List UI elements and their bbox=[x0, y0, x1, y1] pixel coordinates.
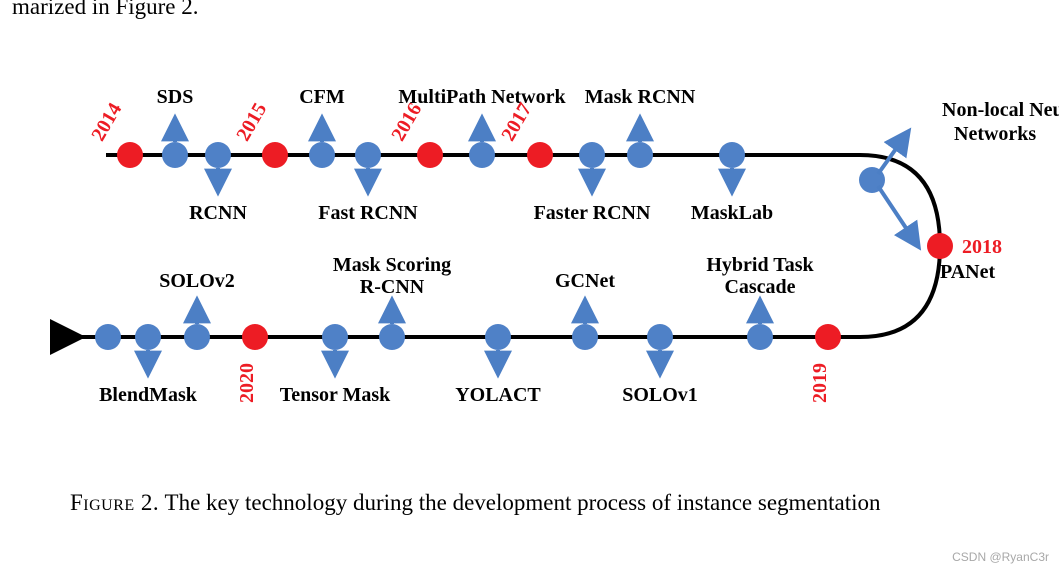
svg-text:CFM: CFM bbox=[299, 86, 345, 108]
caption-prefix: Figure 2. bbox=[70, 490, 159, 515]
caption-body: The key technology during the developmen… bbox=[165, 490, 881, 515]
svg-text:2019: 2019 bbox=[809, 363, 831, 403]
svg-text:SOLOv1: SOLOv1 bbox=[622, 384, 698, 406]
svg-text:Mask RCNN: Mask RCNN bbox=[585, 86, 696, 108]
svg-text:Faster RCNN: Faster RCNN bbox=[534, 202, 651, 224]
svg-text:SOLOv2: SOLOv2 bbox=[159, 270, 235, 292]
svg-text:BlendMask: BlendMask bbox=[99, 384, 198, 406]
svg-text:2015: 2015 bbox=[232, 99, 271, 145]
svg-text:2014: 2014 bbox=[87, 99, 126, 145]
svg-text:GCNet: GCNet bbox=[555, 270, 615, 292]
svg-text:Mask Scoring: Mask Scoring bbox=[333, 254, 451, 276]
svg-text:MaskLab: MaskLab bbox=[691, 202, 773, 224]
figure-caption: Figure 2. The key technology during the … bbox=[70, 487, 1020, 518]
svg-text:MultiPath Network: MultiPath Network bbox=[398, 86, 566, 108]
svg-text:Cascade: Cascade bbox=[724, 276, 795, 298]
svg-text:Tensor Mask: Tensor Mask bbox=[280, 384, 391, 406]
svg-text:PANet: PANet bbox=[940, 261, 995, 283]
timeline-diagram: 2014SDSRCNN2015CFMFast RCNN2016MultiPath… bbox=[0, 0, 1059, 480]
svg-text:2018: 2018 bbox=[962, 236, 1002, 258]
svg-text:YOLACT: YOLACT bbox=[455, 384, 541, 406]
svg-text:Non-local Neural: Non-local Neural bbox=[942, 99, 1059, 121]
svg-text:Networks: Networks bbox=[954, 123, 1036, 145]
watermark: CSDN @RyanC3r bbox=[952, 550, 1049, 564]
svg-text:Fast RCNN: Fast RCNN bbox=[318, 202, 418, 224]
svg-text:SDS: SDS bbox=[157, 86, 194, 108]
svg-text:R-CNN: R-CNN bbox=[360, 276, 425, 298]
svg-text:Hybrid Task: Hybrid Task bbox=[706, 254, 814, 276]
svg-text:2020: 2020 bbox=[236, 363, 258, 403]
svg-text:RCNN: RCNN bbox=[189, 202, 247, 224]
